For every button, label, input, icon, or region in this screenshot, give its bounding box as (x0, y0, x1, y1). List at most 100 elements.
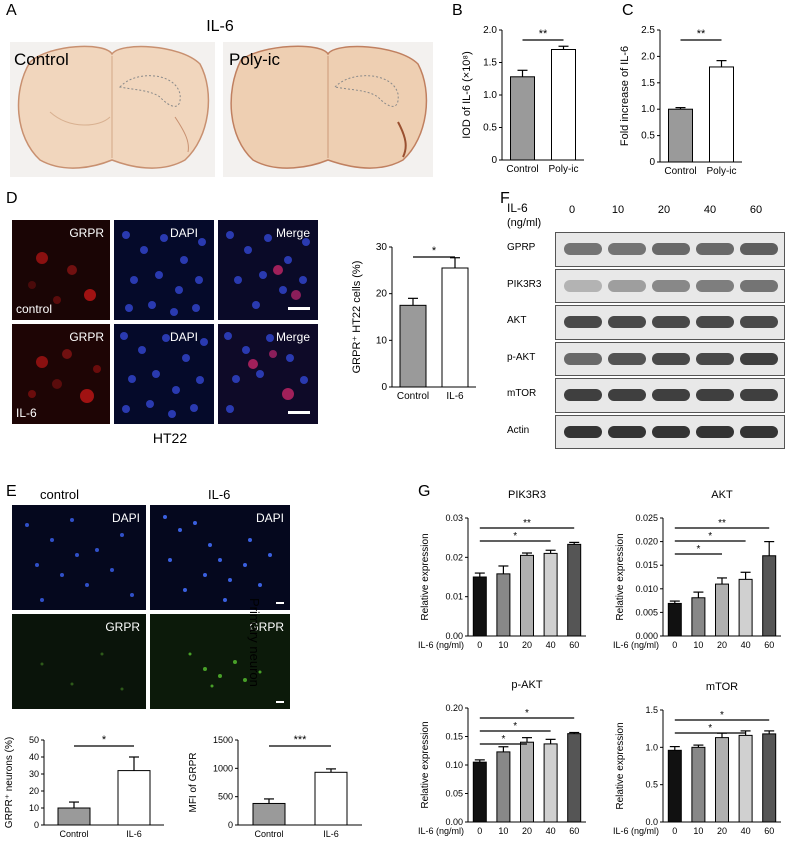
chart-g2-title: AKT (711, 489, 733, 501)
chart-d-ytick-label: 0 (381, 382, 387, 393)
chart-e1-ytick-label: 20 (29, 786, 39, 796)
chart-c-bar (710, 67, 734, 162)
chart-d-ytick-label: 10 (376, 335, 388, 346)
chart-g1-category-label: 0 (477, 640, 482, 650)
chart-g3-ylabel: Relative expression (420, 721, 431, 808)
chart-e1-ytick-label: 10 (29, 803, 39, 813)
chart-g1-ytick-label: 0.03 (445, 513, 463, 523)
chart-e2-ytick-label: 0 (228, 820, 233, 830)
chart-g1-bar (544, 553, 557, 636)
chart-g1-sig-label: * (513, 531, 517, 542)
chart-g1-sig-label: ** (523, 518, 531, 529)
chart-d-category-label: Control (397, 391, 429, 402)
chart-e1-ytick-label: 40 (29, 752, 39, 762)
chart-b-category-label: Poly-ic (548, 164, 578, 175)
chart-g3-category-label: 60 (569, 826, 579, 836)
chart-d-ytick-label: 20 (376, 289, 388, 300)
chart-g3-bar (497, 752, 510, 822)
chart-g4-ytick-label: 1.5 (645, 705, 658, 715)
chart-g2-bar (739, 579, 752, 636)
chart-e1-bar (58, 808, 90, 825)
chart-g3-title: p-AKT (511, 679, 542, 691)
chart-g4-category-label: 60 (764, 826, 774, 836)
chart-c-ytick-label: 2.0 (641, 51, 655, 62)
chart-g1-ytick-label: 0.01 (445, 592, 463, 602)
chart-g1-xlabel: IL-6 (ng/ml) (418, 640, 464, 650)
chart-g2-category-label: 60 (764, 640, 774, 650)
chart-g3-sig-label: * (501, 734, 505, 745)
chart-g2-category-label: 10 (693, 640, 703, 650)
chart-g3-ytick-label: 0.20 (445, 703, 463, 713)
chart-e1-ytick-label: 30 (29, 769, 39, 779)
chart-b-ytick-label: 0 (491, 155, 497, 166)
chart-e1-category-label: IL-6 (126, 829, 142, 839)
chart-e2-bar (253, 803, 285, 825)
chart-g1-category-label: 10 (498, 640, 508, 650)
chart-g1-ytick-label: 0.02 (445, 552, 463, 562)
chart-g3-bar (568, 734, 581, 822)
chart-g2-ytick-label: 0.020 (635, 537, 658, 547)
chart-g2-bar (763, 556, 776, 636)
chart-c-ytick-label: 1.5 (641, 78, 655, 89)
chart-g4-ylabel: Relative expression (615, 722, 626, 809)
chart-c-ytick-label: 0 (649, 157, 655, 168)
chart-e1-bar (118, 771, 150, 825)
chart-c-ytick-label: 0.5 (641, 131, 655, 142)
chart-b-category-label: Control (506, 164, 538, 175)
chart-c-category-label: Poly-ic (706, 166, 736, 177)
chart-b-bar (552, 50, 576, 161)
chart-d-ylabel: GRPR⁺ HT22 cells (%) (351, 261, 363, 374)
chart-e1-category-label: Control (59, 829, 88, 839)
chart-g2-ytick-label: 0.005 (635, 607, 658, 617)
chart-d-bar (442, 268, 468, 387)
chart-g4-category-label: 10 (693, 826, 703, 836)
chart-e2-sig-label: *** (294, 734, 308, 746)
chart-g1-bar (473, 577, 486, 636)
chart-g2-sig-label: * (708, 531, 712, 542)
chart-g4-category-label: 0 (672, 826, 677, 836)
chart-g2-xlabel: IL-6 (ng/ml) (613, 640, 659, 650)
chart-e2-category-label: Control (254, 829, 283, 839)
chart-e1-ytick-label: 0 (34, 820, 39, 830)
chart-g1-bar (521, 555, 534, 636)
chart-g1-bar (497, 574, 510, 636)
chart-e1-ytick-label: 50 (29, 735, 39, 745)
chart-d-sig-label: * (432, 245, 437, 257)
chart-c-ylabel: Fold increase of IL-6 (619, 46, 631, 146)
chart-c-category-label: Control (664, 166, 696, 177)
chart-e2-ytick-label: 1000 (213, 763, 233, 773)
chart-g4-title: mTOR (706, 681, 738, 693)
chart-b-ytick-label: 1.0 (483, 90, 497, 101)
chart-g4-ytick-label: 1.0 (645, 742, 658, 752)
chart-g2-category-label: 0 (672, 640, 677, 650)
chart-b-bar (511, 77, 535, 160)
chart-g3-sig-label: * (513, 721, 517, 732)
chart-g4-category-label: 40 (741, 826, 751, 836)
chart-b-ytick-label: 1.5 (483, 58, 497, 69)
chart-g2-ytick-label: 0.010 (635, 584, 658, 594)
chart-d-bar (400, 305, 426, 387)
chart-g2-category-label: 20 (717, 640, 727, 650)
chart-e2-category-label: IL-6 (323, 829, 339, 839)
chart-g2-bar (716, 584, 729, 636)
chart-e2-ytick-label: 500 (218, 792, 233, 802)
chart-g2-bar (668, 603, 681, 636)
chart-g3-category-label: 40 (546, 826, 556, 836)
chart-b-ylabel: IOD of IL-6 (×10⁸) (461, 51, 473, 138)
chart-g4-sig-label: * (720, 710, 724, 721)
chart-g2-ytick-label: 0.025 (635, 513, 658, 523)
chart-g4-bar (668, 750, 681, 822)
chart-g3-ytick-label: 0.15 (445, 732, 463, 742)
chart-g4-bar (692, 747, 705, 822)
chart-g3-sig-label: * (525, 708, 529, 719)
chart-e2-ytick-label: 1500 (213, 735, 233, 745)
chart-d-ytick-label: 30 (376, 242, 388, 253)
chart-g3-category-label: 0 (477, 826, 482, 836)
chart-e1-ylabel: GRPR⁺ neurons (%) (4, 737, 15, 828)
chart-g3-ytick-label: 0.05 (445, 789, 463, 799)
chart-g3-category-label: 10 (498, 826, 508, 836)
chart-g1-category-label: 20 (522, 640, 532, 650)
chart-g4-ytick-label: 0.5 (645, 780, 658, 790)
chart-g4-sig-label: * (708, 723, 712, 734)
